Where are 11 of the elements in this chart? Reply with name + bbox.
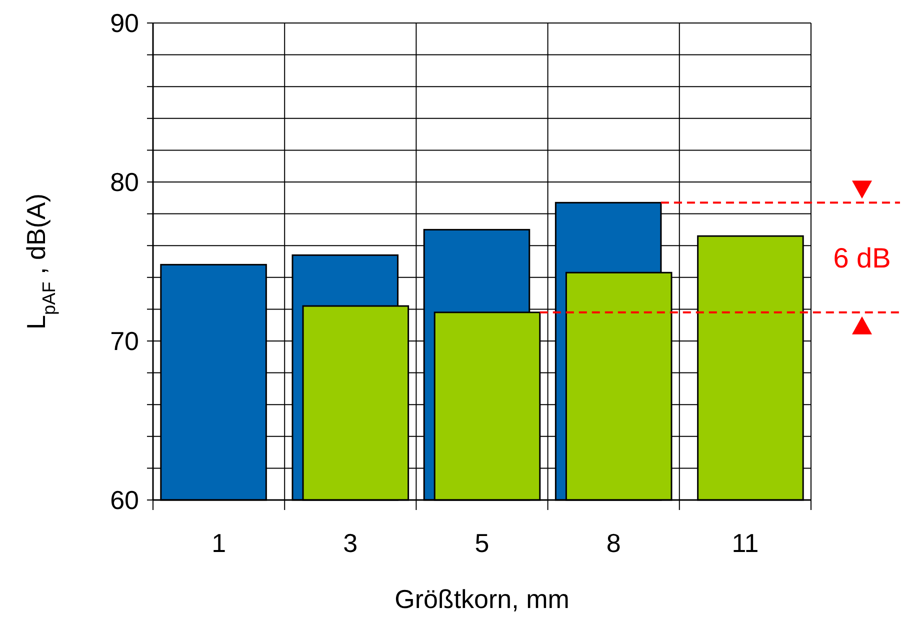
y-tick-label: 80 — [110, 167, 139, 198]
x-tick-label: 11 — [732, 528, 759, 558]
x-tick-label: 1 — [212, 528, 226, 558]
text: 6 dB — [833, 242, 891, 274]
x-axis-title: Größtkorn, mm — [394, 584, 570, 614]
y-tick-label: 60 — [110, 485, 139, 516]
y-tick-label: 70 — [110, 326, 139, 356]
x-tick-label: 8 — [606, 528, 621, 558]
y-tick-label: 90 — [110, 8, 139, 38]
x-tick-label: 3 — [343, 528, 358, 558]
x-tick-label: 5 — [474, 528, 490, 558]
